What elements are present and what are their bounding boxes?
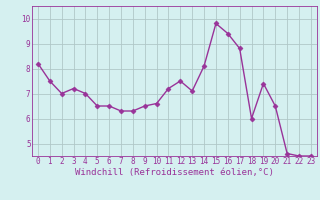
X-axis label: Windchill (Refroidissement éolien,°C): Windchill (Refroidissement éolien,°C) (75, 168, 274, 177)
